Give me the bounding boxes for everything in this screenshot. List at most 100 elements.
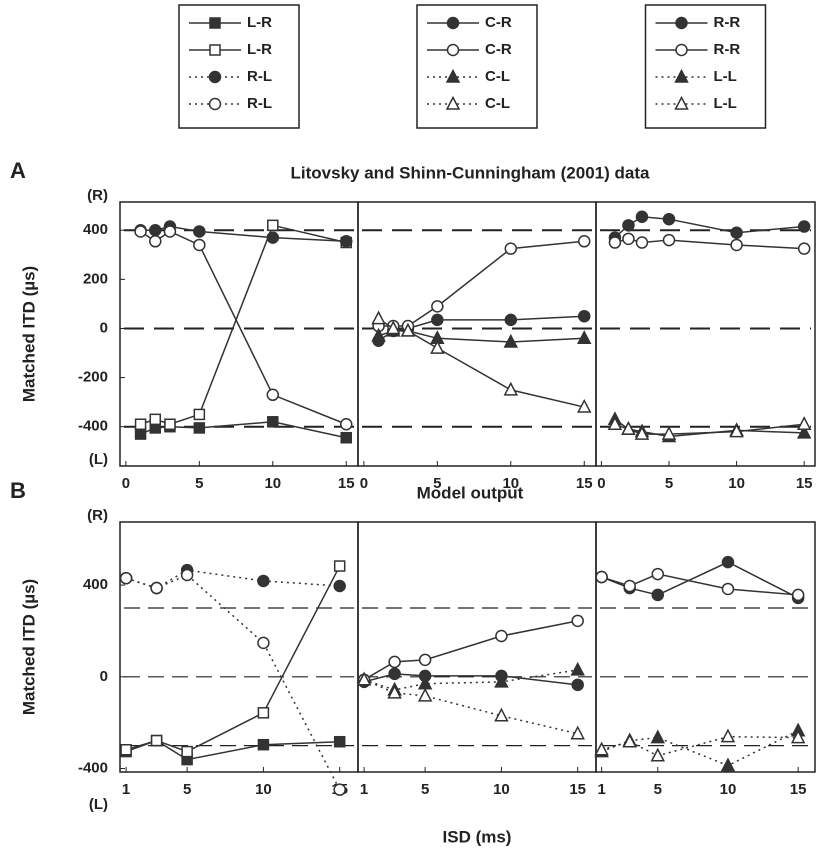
data-point: [730, 226, 743, 239]
x-tick-label: 5: [433, 475, 441, 492]
data-point: [333, 579, 346, 593]
data-point: [797, 220, 811, 233]
x-tick-label: 1: [597, 781, 605, 798]
data-point: [418, 653, 432, 667]
x-tick-label: 10: [264, 475, 281, 492]
x-tick-label: 0: [597, 475, 605, 492]
panel-title: Litovsky and Shinn-Cunningham (2001) dat…: [291, 163, 650, 182]
data-point: [339, 418, 353, 431]
data-point: [417, 687, 433, 702]
data-point: [431, 313, 444, 327]
data-point: [356, 671, 372, 686]
x-tick-label: 15: [796, 475, 813, 492]
x-tick-label: 15: [576, 475, 593, 492]
data-point: [635, 210, 649, 223]
y-tick-label: 400: [83, 221, 108, 238]
legend-label: L-R: [247, 41, 272, 58]
data-point: [163, 225, 177, 238]
data-point: [730, 238, 743, 252]
data-point: [193, 408, 206, 421]
legend-label: C-L: [485, 68, 510, 85]
legend-label: C-R: [485, 14, 512, 31]
x-tick-label: 5: [183, 781, 191, 798]
data-point: [607, 416, 623, 431]
data-point: [333, 783, 346, 796]
data-point: [571, 678, 584, 692]
data-point: [386, 320, 401, 335]
data-point: [721, 582, 735, 596]
series-line: [378, 240, 585, 327]
legend-label: R-L: [247, 68, 272, 85]
data-point: [790, 729, 806, 744]
legend-marker: [208, 97, 222, 111]
y-end-label: (R): [87, 507, 108, 524]
legend-label: R-R: [714, 41, 741, 58]
series-line: [140, 224, 347, 426]
data-point: [622, 232, 635, 246]
panel-letter: B: [10, 478, 26, 503]
data-point: [571, 614, 584, 628]
data-point: [257, 636, 270, 650]
data-point: [119, 571, 133, 585]
x-tick-label: 15: [338, 475, 355, 492]
data-point: [577, 235, 591, 248]
legend-label: L-R: [247, 14, 272, 31]
data-point: [721, 555, 735, 569]
data-point: [729, 423, 744, 438]
data-point: [149, 413, 162, 426]
x-tick-label: 10: [493, 781, 510, 798]
y-end-label: (R): [87, 187, 108, 204]
data-point: [661, 425, 677, 440]
data-point: [595, 570, 608, 584]
legend-marker: [445, 95, 461, 110]
legend-marker: [208, 70, 222, 84]
data-point: [577, 330, 592, 345]
x-tick-label: 1: [122, 781, 130, 798]
data-point: [431, 300, 444, 313]
legend-label: L-L: [714, 68, 737, 85]
panel-frame: [357, 521, 597, 773]
legend-box: [178, 4, 300, 129]
x-tick-label: 5: [421, 781, 429, 798]
data-point: [333, 735, 346, 748]
x-tick-label: 10: [728, 475, 745, 492]
data-point: [504, 242, 518, 255]
data-point: [796, 424, 812, 439]
y-tick-label: -200: [78, 369, 108, 386]
data-point: [333, 560, 346, 572]
legend-marker: [209, 17, 221, 29]
x-tick-label: 5: [195, 475, 203, 492]
data-point: [120, 744, 132, 756]
data-point: [267, 219, 279, 232]
data-point: [180, 568, 194, 582]
y-tick-label: -400: [78, 760, 108, 777]
data-point: [257, 707, 270, 719]
data-point: [635, 236, 649, 249]
data-point: [570, 661, 585, 676]
data-point: [650, 747, 666, 762]
x-tick-label: 1: [360, 781, 368, 798]
data-point: [495, 629, 508, 643]
data-point: [193, 422, 206, 434]
data-point: [149, 235, 162, 248]
data-point: [594, 741, 609, 756]
data-point: [134, 225, 147, 238]
data-point: [134, 428, 147, 440]
data-point: [430, 339, 445, 354]
data-point: [266, 388, 280, 402]
x-tick-label: 5: [654, 781, 662, 798]
data-point: [662, 212, 676, 226]
data-point: [164, 418, 176, 431]
data-point: [650, 729, 666, 744]
legend-label: R-L: [247, 95, 272, 112]
legend-box: [416, 4, 538, 129]
legend-marker: [674, 68, 689, 83]
data-point: [621, 421, 636, 435]
data-point: [150, 581, 163, 595]
x-tick-label: 10: [502, 475, 519, 492]
legend-marker: [674, 95, 689, 110]
legend-marker: [209, 44, 221, 56]
data-point: [662, 233, 676, 247]
data-point: [371, 327, 386, 342]
